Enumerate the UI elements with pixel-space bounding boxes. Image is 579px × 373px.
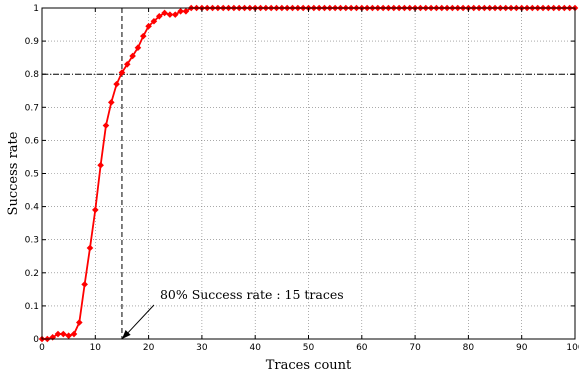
- y-tick-label: 1: [33, 4, 39, 14]
- data-point: [150, 17, 158, 25]
- reference-lines: [42, 8, 575, 339]
- annotation: 80% Success rate : 15 traces: [121, 287, 344, 339]
- data-point: [76, 319, 83, 326]
- x-tick-label: 50: [303, 343, 315, 353]
- x-tick-label: 10: [90, 343, 102, 353]
- x-tick-label: 60: [356, 343, 368, 353]
- data-point: [182, 8, 190, 15]
- data-point: [92, 206, 99, 214]
- y-tick-label: 0.7: [25, 103, 39, 113]
- data-point: [171, 11, 179, 18]
- data-point: [123, 60, 131, 68]
- x-tick-label: 0: [39, 343, 45, 353]
- y-tick-label: 0.5: [25, 170, 39, 180]
- data-point: [86, 244, 94, 252]
- data-point: [60, 330, 67, 338]
- x-tick-label: 90: [516, 343, 528, 353]
- x-tick-label: 30: [196, 343, 208, 353]
- data-point: [65, 332, 72, 339]
- y-tick-label: 0.9: [25, 37, 40, 47]
- x-tick-label: 100: [566, 343, 579, 353]
- annotation-text: 80% Success rate : 15 traces: [160, 287, 344, 302]
- data-point: [129, 52, 136, 60]
- data-point: [177, 8, 184, 15]
- data-point: [139, 32, 147, 40]
- data-point: [113, 80, 120, 88]
- y-tick-label: 0.2: [25, 269, 39, 279]
- data-point: [102, 122, 110, 129]
- x-tick-label: 20: [143, 343, 155, 353]
- data-point: [54, 330, 62, 338]
- data-point: [161, 9, 168, 17]
- data-point: [97, 161, 104, 169]
- annotation-arrowhead: [121, 330, 131, 339]
- x-axis-title: Traces count: [266, 358, 352, 373]
- y-axis-title: Success rate: [6, 131, 21, 215]
- data-point: [145, 22, 152, 30]
- x-tick-label: 40: [249, 343, 261, 353]
- y-tick-label: 0.6: [25, 136, 40, 146]
- data-point: [81, 281, 88, 288]
- y-tick-label: 0.8: [25, 70, 40, 80]
- y-tick-label: 0: [33, 335, 39, 345]
- annotation-arrow: [124, 304, 155, 337]
- y-tick-label: 0.4: [25, 203, 40, 213]
- x-tick-label: 80: [463, 343, 475, 353]
- x-tick-label: 70: [409, 343, 421, 353]
- axis-ticks: 0 10 20 30 40 50 60 70 80 90 100 0 0.1 0.2 0.3 0.4 0.5 0.…: [25, 4, 579, 353]
- y-tick-label: 0.3: [25, 236, 39, 246]
- y-tick-label: 0.1: [25, 302, 39, 312]
- data-point: [155, 12, 163, 20]
- data-point: [166, 11, 174, 18]
- data-point: [70, 330, 78, 338]
- data-point: [118, 69, 126, 76]
- data-point: [107, 99, 115, 106]
- data-point: [134, 44, 142, 52]
